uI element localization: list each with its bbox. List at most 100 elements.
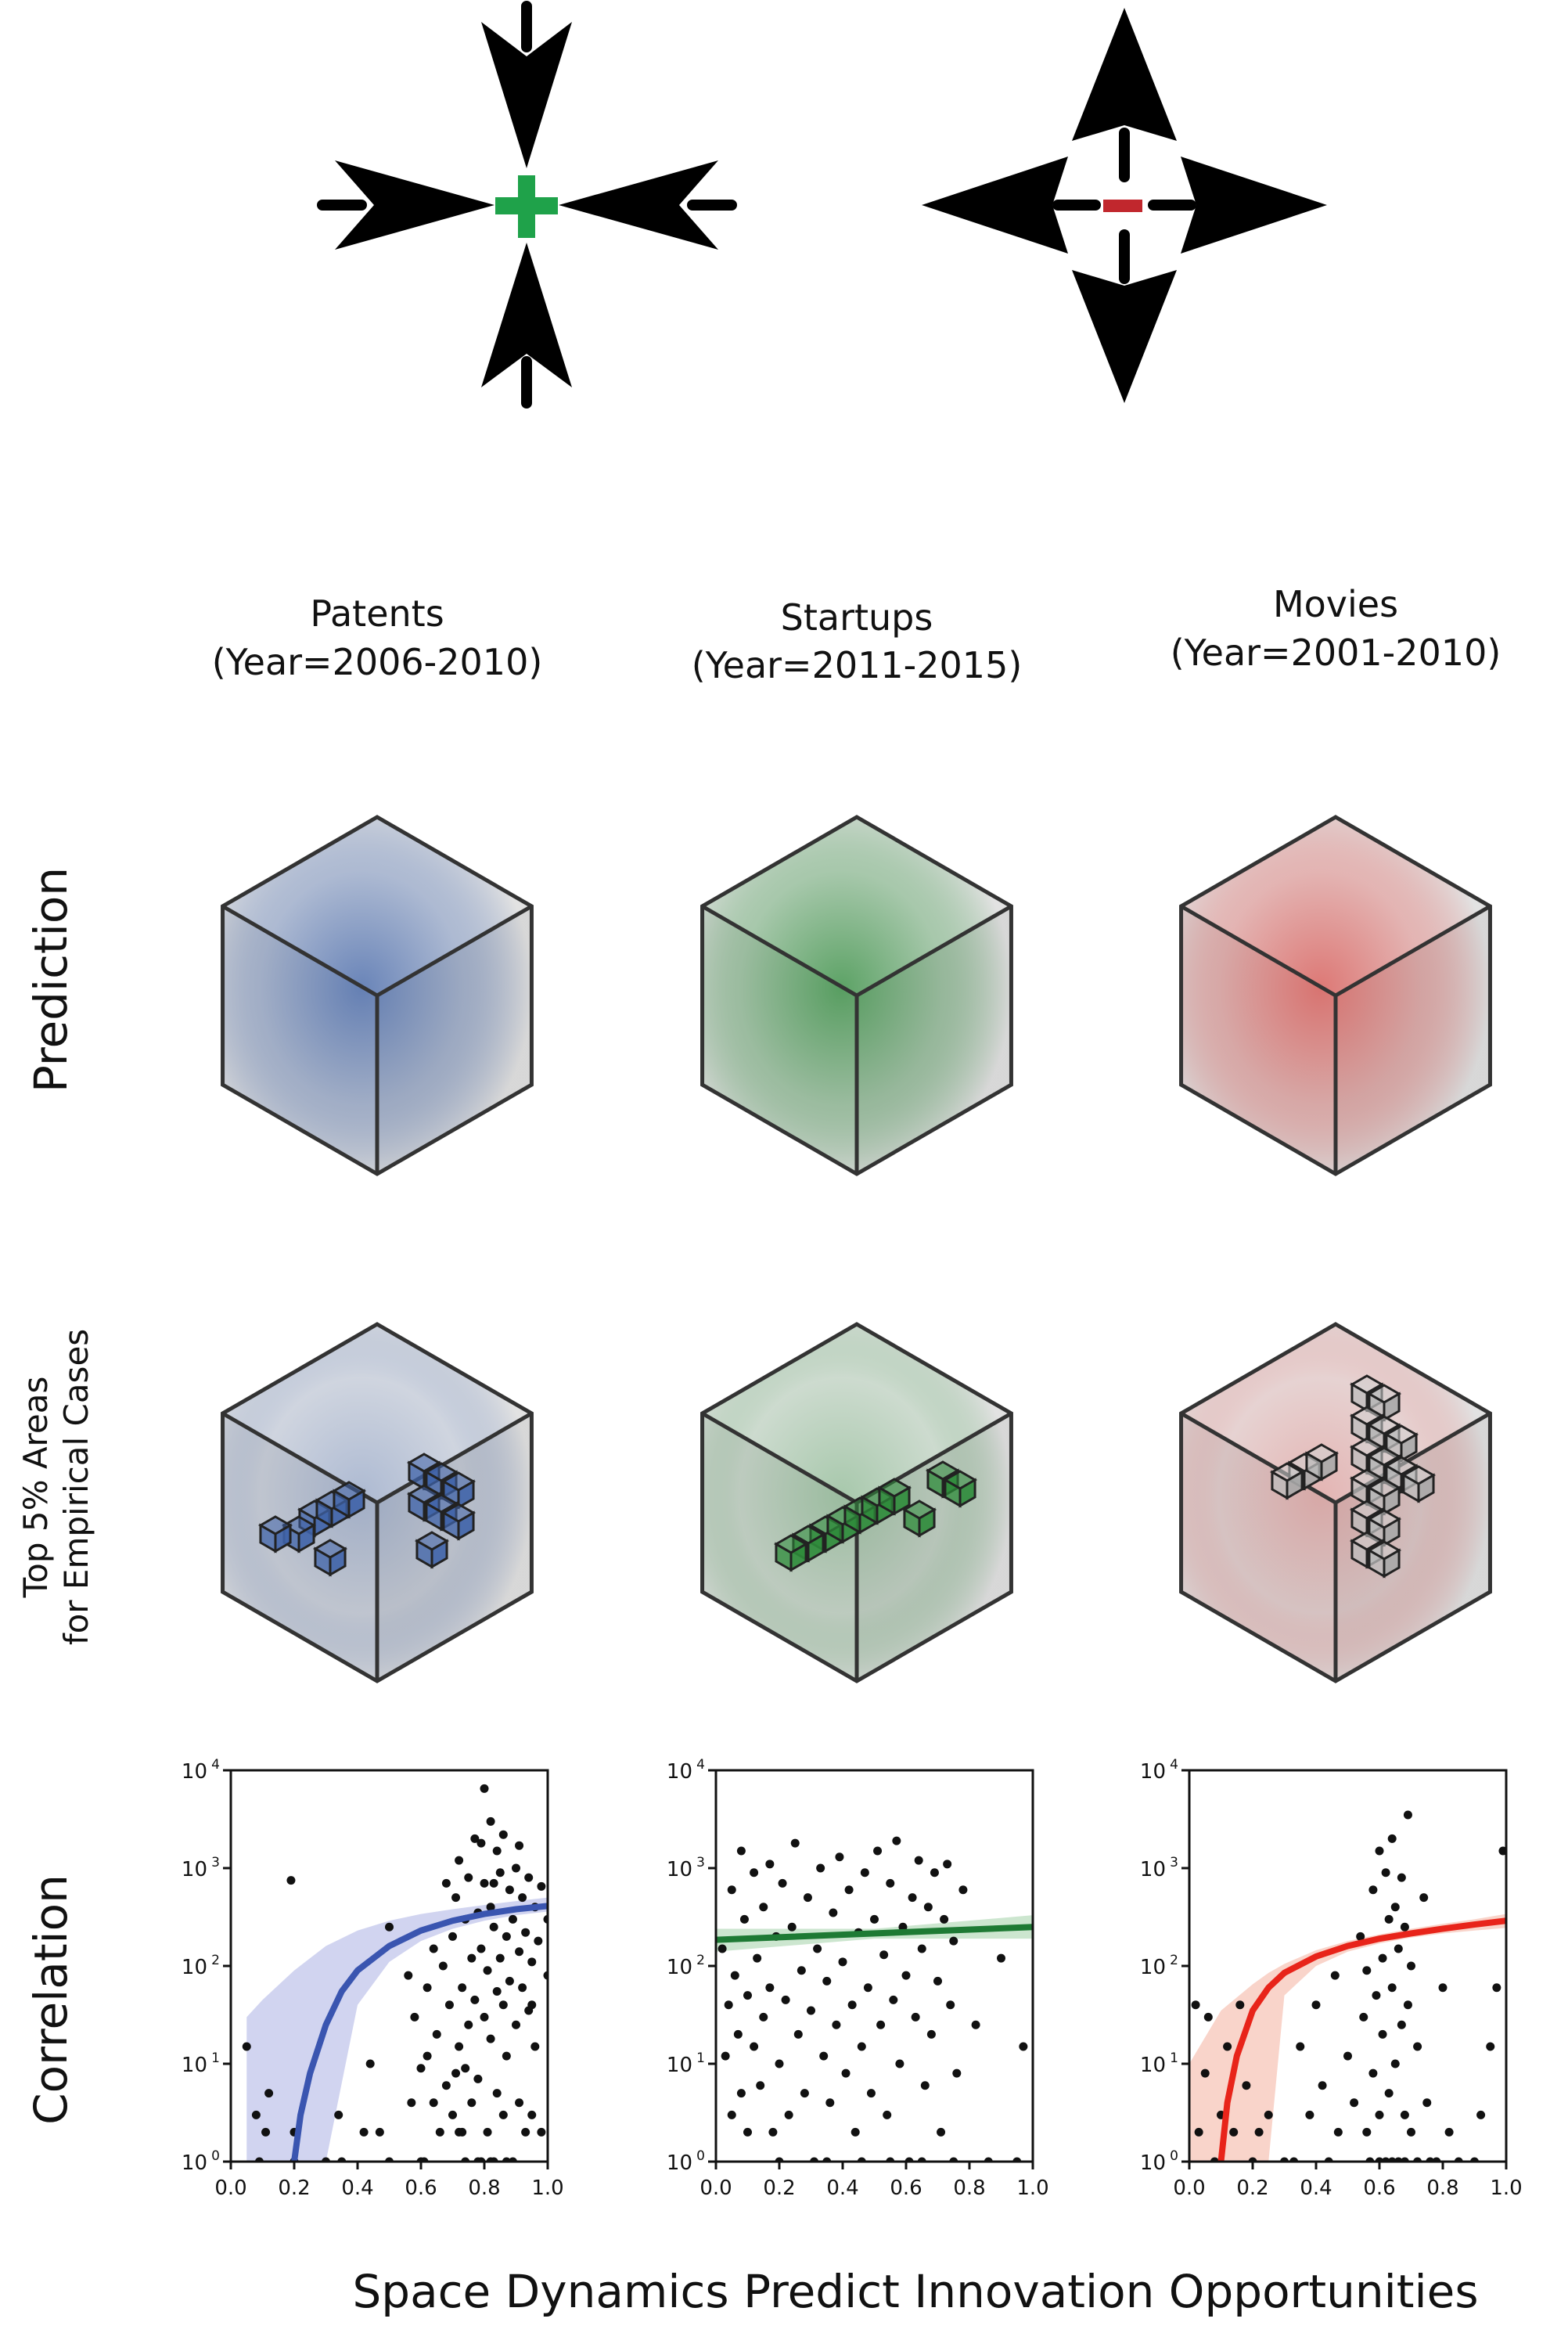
y-tick-exponent: 4 (696, 1757, 705, 1773)
scatter-point (1397, 1873, 1406, 1882)
y-tick-exponent: 3 (211, 1855, 220, 1870)
x-tick-label: 0.4 (341, 2176, 373, 2200)
scatter-point (889, 1995, 898, 2004)
x-tick-label: 0.8 (1426, 2176, 1458, 2200)
scatter-point (1400, 2110, 1409, 2119)
scatter-point (518, 1983, 527, 1993)
scatter-point (1229, 2127, 1239, 2137)
row-label-correlation: Correlation (24, 1874, 77, 2125)
scatter-point (480, 1878, 489, 1888)
scatter-point (832, 2020, 841, 2029)
scatter-point (1486, 2042, 1495, 2051)
y-tick-exponent: 0 (696, 2148, 705, 2164)
scatter-point (435, 2127, 444, 2137)
scatter-point (1403, 1810, 1412, 1820)
scatter-point (727, 2110, 736, 2119)
voxel (257, 1515, 293, 1554)
scatter-point (492, 1846, 502, 1856)
scatter-point (334, 2110, 343, 2119)
scatter-point (464, 1873, 473, 1882)
scatter-point (429, 1944, 438, 1953)
scatter-point (860, 1868, 869, 1878)
scatter-point (1333, 2127, 1343, 2137)
minus-icon (1103, 200, 1142, 212)
y-tick-label: 10 (182, 2054, 207, 2077)
scatter-point (1305, 2110, 1314, 2119)
scatter-point (407, 2098, 416, 2108)
scatter-point (835, 1852, 844, 1862)
scatter-point (423, 2051, 432, 2061)
scatter-point (483, 2127, 492, 2137)
y-tick-label: 10 (182, 1858, 207, 1881)
scatter-point (793, 2029, 803, 2039)
scatter-point (784, 2110, 793, 2119)
scatter-point (512, 2020, 520, 2029)
y-tick-exponent: 3 (1170, 1855, 1178, 1870)
scatter-point (508, 1914, 517, 1924)
scatter-point (914, 1856, 923, 1865)
scatter-point (477, 1838, 486, 1848)
arrow-right-icon (317, 160, 494, 250)
y-tick-label: 10 (182, 2151, 207, 2175)
scatter-point (829, 1908, 838, 1917)
x-tick-label: 0.6 (890, 2176, 922, 2200)
scatter-point (441, 1878, 451, 1888)
scatter-point (359, 2127, 369, 2137)
diverging-arrows-minus-icon (922, 8, 1327, 403)
scatter-point (807, 2006, 815, 2015)
scatter-point (502, 2051, 511, 2061)
y-tick-label: 10 (667, 1858, 692, 1881)
fit-line (716, 1924, 1033, 1943)
column-title-patents: Patents (310, 592, 444, 635)
scatter-point (1359, 2012, 1368, 2022)
voxel (441, 1503, 477, 1541)
x-tick-label: 0.2 (278, 2176, 310, 2200)
scatter-point (385, 1922, 394, 1932)
scatter-point (495, 1868, 505, 1878)
voxel (1304, 1443, 1340, 1482)
scatter-point (441, 2081, 451, 2090)
scatter-point (492, 1986, 502, 1996)
x-tick-label: 0.6 (1363, 2176, 1395, 2200)
voxel (1366, 1509, 1402, 1547)
scatter-point (515, 2098, 524, 2108)
scatter-point (838, 1957, 847, 1967)
scatter-point (261, 2127, 271, 2137)
row-labels: Prediction Top 5% Areas for Empirical Ca… (16, 867, 95, 2125)
scatter-point (1381, 1868, 1390, 1878)
x-tick-label: 0.2 (1236, 2176, 1268, 2200)
scatter-point (537, 2127, 546, 2137)
scatter-point (765, 1860, 775, 1869)
scatter-point (470, 1834, 480, 1843)
x-tick-label: 0.6 (405, 2176, 437, 2200)
scatter-point (946, 2000, 955, 2010)
scatter-point (477, 1944, 486, 1953)
scatter-point (1375, 2110, 1384, 2119)
scatter-point (911, 2012, 920, 2022)
scatter-point (753, 1953, 762, 1963)
scatter-point (733, 2029, 743, 2039)
scatter-point (251, 2110, 261, 2119)
y-tick-label: 10 (667, 1760, 692, 1784)
scatter-point (1194, 2127, 1203, 2137)
scatter-point (958, 1885, 968, 1895)
voxel (901, 1500, 937, 1538)
y-tick-label: 10 (1140, 2151, 1166, 2175)
scatter-point (1375, 1846, 1384, 1856)
scatter-point (461, 2064, 470, 2073)
scatter-point (736, 1846, 746, 1856)
scatter-point (537, 1881, 546, 1891)
scatter-point (730, 1971, 739, 1980)
scatter-point (1387, 1983, 1397, 1993)
scatter-point (1368, 1885, 1378, 1895)
scatter-point (489, 1878, 498, 1888)
voxel (1401, 1465, 1437, 1503)
x-tick-label: 1.0 (531, 2176, 563, 2200)
voxel (281, 1515, 317, 1554)
scatter-point (375, 2127, 384, 2137)
scatter-point (444, 2000, 454, 2010)
scatter-point (521, 2127, 530, 2137)
confidence-band (1189, 1914, 1506, 2162)
